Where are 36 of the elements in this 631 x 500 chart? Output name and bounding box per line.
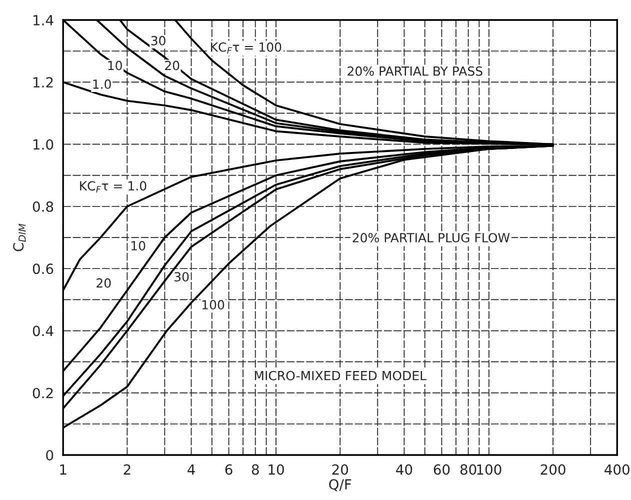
annotation: 20% PARTIAL BY PASS <box>348 66 482 76</box>
x-tick-label: 6 <box>225 464 232 475</box>
y-tick-label: 1.0 <box>34 139 54 150</box>
x-tick-label: 10 <box>268 464 284 475</box>
x-tick-label: 200 <box>540 464 566 475</box>
annotation: 10 <box>132 240 146 250</box>
annotation: 20% PARTIAL PLUG FLOW <box>352 232 510 242</box>
x-tick-label: 400 <box>604 464 630 475</box>
x-tick-label: 40 <box>396 464 412 475</box>
y-tick-label: 0.2 <box>32 388 53 398</box>
x-tick-label: 1 <box>60 464 66 475</box>
y-tick-label: 1.2 <box>34 77 53 88</box>
annotation: 100 <box>202 300 224 310</box>
x-tick-label: 8 <box>252 464 259 475</box>
annotation: 10 <box>108 60 122 70</box>
annotation: 1.0 <box>93 79 111 89</box>
y-tick-label: 0.8 <box>32 201 54 212</box>
y-tick-label: 1.4 <box>34 15 54 26</box>
x-tick-label: 20 <box>332 464 348 475</box>
annotation: 30 <box>151 36 166 46</box>
annotation: 20 <box>96 278 111 288</box>
x-tick-label: 4 <box>188 464 195 475</box>
annotation: KC$_{F}$τ = 1.0 <box>80 181 146 192</box>
annotation: 20 <box>165 60 180 70</box>
x-tick-label: 100 <box>477 464 502 475</box>
y-axis-title: C$_{DIM}$ <box>13 224 26 252</box>
x-axis-title: Q/F <box>329 479 352 492</box>
y-tick-label: 0.6 <box>32 264 54 274</box>
annotation: KC$_{F}$τ = 100 <box>211 42 282 54</box>
x-tick-label: 60 <box>434 464 450 475</box>
x-tick-label: 80 <box>460 464 476 475</box>
y-tick-label: 0 <box>46 450 54 460</box>
annotation: MICRO-MIXED FEED MODEL <box>254 370 426 380</box>
x-tick-label: 2 <box>124 464 130 475</box>
annotation: 30 <box>174 272 189 282</box>
y-tick-label: 0.4 <box>32 326 54 336</box>
